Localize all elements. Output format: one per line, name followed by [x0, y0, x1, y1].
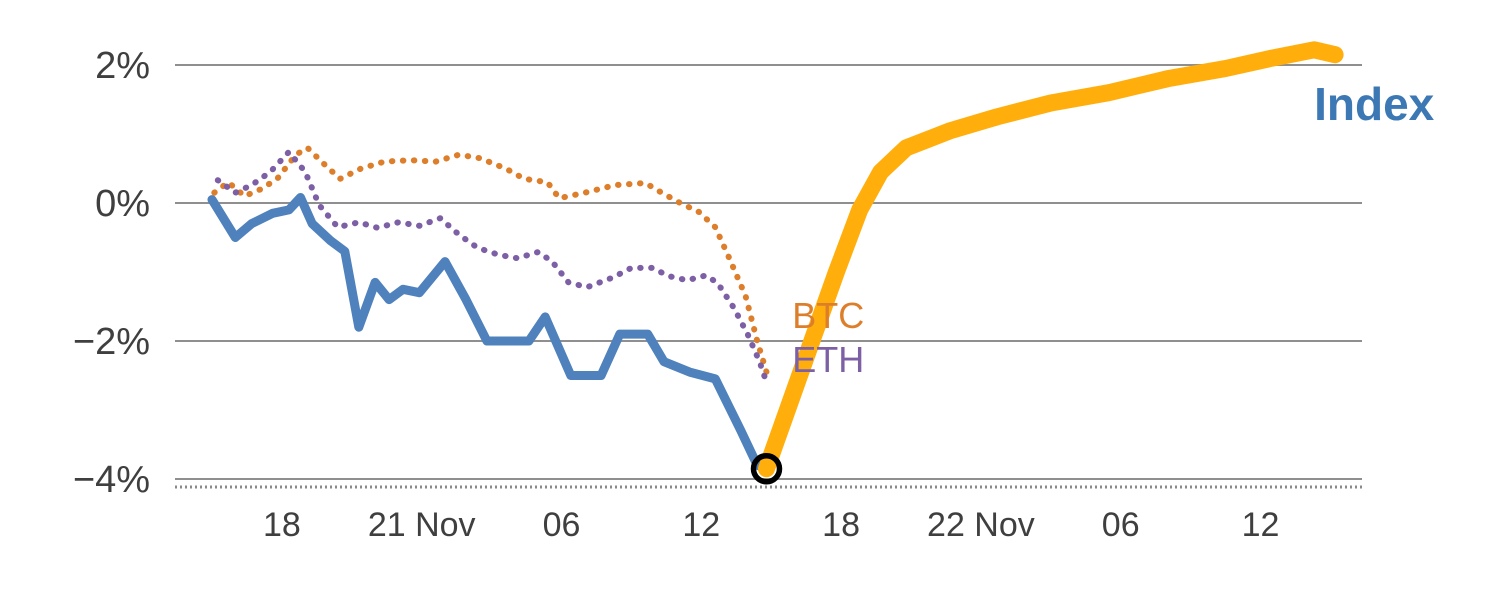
series-line-index: [207, 193, 771, 474]
x-tick-label: 12: [682, 506, 720, 544]
y-tick-label: 2%: [95, 45, 150, 87]
x-tick-label: 22 Nov: [927, 506, 1035, 544]
y-tick-label: −4%: [73, 459, 150, 501]
y-tick-label: 0%: [95, 183, 150, 225]
x-tick-label: 06: [1102, 506, 1140, 544]
pivot-marker: [750, 452, 783, 485]
series-line-eth: [214, 148, 770, 386]
x-tick-label: 06: [543, 506, 581, 544]
series-label-index: Index: [1314, 78, 1435, 130]
series-line-index-highlight: [758, 41, 1344, 478]
y-tick-label: −2%: [73, 321, 150, 363]
x-tick-label: 12: [1242, 506, 1280, 544]
series-label-eth: ETH: [792, 339, 864, 380]
series-label-btc: BTC: [792, 295, 864, 336]
x-tick-label: 18: [822, 506, 860, 544]
x-tick-label: 18: [263, 506, 301, 544]
x-tick-label: 21 Nov: [368, 506, 476, 544]
